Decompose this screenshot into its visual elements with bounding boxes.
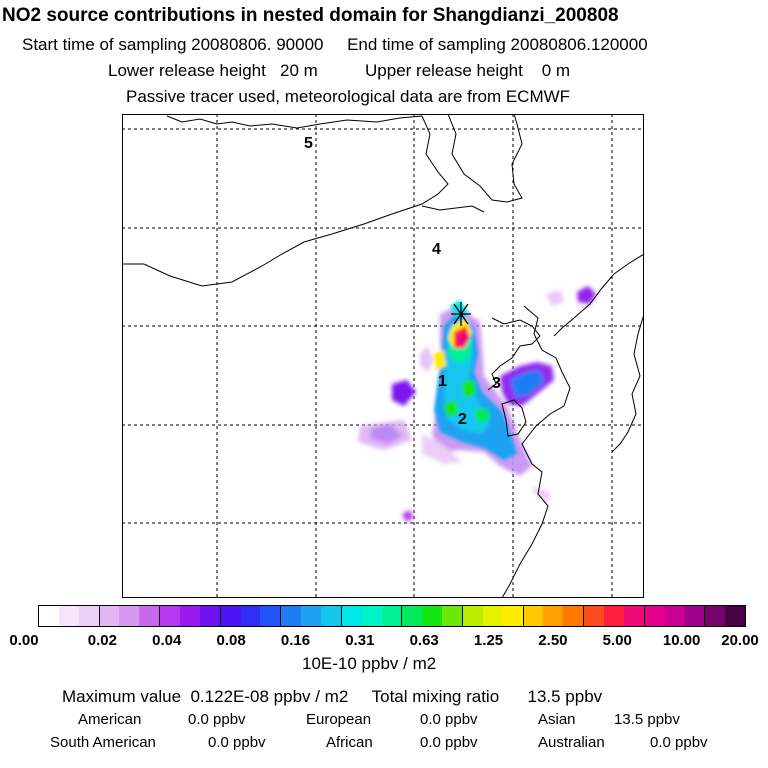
color-scale-tick-label: 2.50 bbox=[538, 632, 568, 649]
color-scale-segment bbox=[139, 606, 161, 626]
region-label-2: 2 bbox=[458, 411, 467, 428]
color-scale-segment bbox=[623, 606, 645, 626]
color-scale-bar bbox=[38, 605, 746, 627]
color-scale-segment bbox=[119, 606, 140, 626]
color-scale-segment bbox=[160, 606, 181, 626]
contrib-american-value: 0.0 ppbv bbox=[188, 711, 246, 728]
color-scale-segment bbox=[705, 606, 726, 626]
color-scale-segment bbox=[482, 606, 503, 626]
color-scale-segment bbox=[563, 606, 585, 626]
color-scale-tick-label: 0.08 bbox=[216, 632, 246, 649]
maximum-value-line: Maximum value 0.122E-08 ppbv / m2 Total … bbox=[62, 687, 603, 706]
color-scale-tick-label: 0.04 bbox=[152, 632, 182, 649]
contrib-american-label: American bbox=[78, 711, 142, 728]
color-scale-segment bbox=[58, 606, 79, 626]
color-scale-segment bbox=[341, 606, 362, 626]
tracer-info-line: Passive tracer used, meteorological data… bbox=[126, 87, 571, 106]
map-panel: 5 4 1 3 2 bbox=[122, 114, 644, 598]
color-scale-segment bbox=[584, 606, 605, 626]
map-frame bbox=[122, 114, 644, 598]
color-scale-tick-label: 0.31 bbox=[345, 632, 375, 649]
color-scale-ticks: 0.00 0.02 0.04 0.08 0.16 0.31 0.63 1.25 2.50 5.00… bbox=[0, 632, 768, 652]
contrib-south-american-label: South American bbox=[50, 734, 156, 751]
color-scale-segment bbox=[220, 606, 241, 626]
contrib-african-value: 0.0 ppbv bbox=[420, 734, 478, 751]
color-scale-segment bbox=[260, 606, 282, 626]
color-scale-segment bbox=[39, 606, 59, 626]
sampling-time-line: Start time of sampling 20080806. 90000 E… bbox=[22, 35, 648, 54]
color-scale-segment bbox=[442, 606, 464, 626]
map-title: NO2 source contributions in nested domai… bbox=[2, 5, 619, 26]
color-scale-tick-label: 5.00 bbox=[602, 632, 632, 649]
color-scale-segment bbox=[99, 606, 120, 626]
concentration-plume bbox=[358, 286, 596, 522]
color-scale-segment bbox=[402, 606, 423, 626]
color-scale-segment bbox=[361, 606, 382, 626]
contrib-asian-label: Asian bbox=[538, 711, 576, 728]
color-scale-tick-label: 10.00 bbox=[662, 632, 701, 649]
contrib-south-american-value: 0.0 ppbv bbox=[208, 734, 266, 751]
color-scale-segment bbox=[684, 606, 706, 626]
color-scale-segment bbox=[543, 606, 564, 626]
region-label-4: 4 bbox=[432, 241, 441, 258]
color-scale-unit: 10E-10 ppbv / m2 bbox=[302, 654, 437, 673]
color-scale-tick-label: 0.00 bbox=[9, 632, 39, 649]
color-scale-segment bbox=[463, 606, 483, 626]
color-scale-tick-label: 0.63 bbox=[409, 632, 439, 649]
contrib-african-label: African bbox=[326, 734, 373, 751]
color-scale-tick-label: 20.00 bbox=[721, 632, 759, 649]
color-scale-segment bbox=[644, 606, 665, 626]
color-scale-tick-label: 1.25 bbox=[473, 632, 504, 649]
color-scale-segment bbox=[523, 606, 544, 626]
region-label-5: 5 bbox=[304, 135, 313, 152]
color-scale-segment bbox=[321, 606, 342, 626]
contrib-european-label: European bbox=[306, 711, 372, 728]
color-scale-segment bbox=[301, 606, 322, 626]
contrib-australian-label: Australian bbox=[538, 734, 605, 751]
color-scale-segment bbox=[199, 606, 221, 626]
color-scale-segment bbox=[180, 606, 200, 626]
receptor-star-marker bbox=[451, 302, 471, 326]
color-scale-tick-label: 0.16 bbox=[280, 632, 311, 649]
region-label-3: 3 bbox=[492, 375, 501, 392]
color-scale-segment bbox=[502, 606, 524, 626]
color-scale-segment bbox=[240, 606, 261, 626]
color-scale-segment bbox=[422, 606, 443, 626]
color-scale-segment bbox=[381, 606, 403, 626]
region-label-1: 1 bbox=[438, 373, 447, 390]
contrib-australian-value: 0.0 ppbv bbox=[650, 734, 708, 751]
coastlines bbox=[122, 114, 644, 598]
release-height-line: Lower release height 20 m Upper release … bbox=[108, 61, 571, 80]
contrib-asian-value: 13.5 ppbv bbox=[614, 711, 680, 728]
color-scale-segment bbox=[664, 606, 685, 626]
contrib-european-value: 0.0 ppbv bbox=[420, 711, 478, 728]
color-scale-segment bbox=[725, 606, 746, 626]
color-scale-segment bbox=[604, 606, 624, 626]
color-scale-segment bbox=[78, 606, 100, 626]
color-scale-tick-label: 0.02 bbox=[87, 632, 117, 649]
color-scale-segment bbox=[281, 606, 302, 626]
